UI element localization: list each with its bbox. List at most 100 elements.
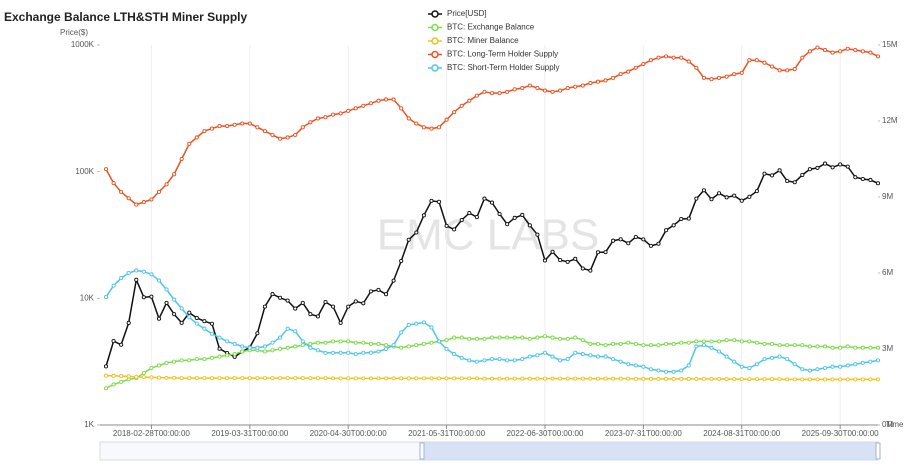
point xyxy=(777,168,782,173)
point xyxy=(732,377,737,382)
legend-item[interactable]: Price[USD] xyxy=(428,9,487,18)
point xyxy=(497,91,502,96)
data-zoom[interactable] xyxy=(99,441,881,461)
point xyxy=(315,116,320,121)
point xyxy=(103,386,109,391)
point xyxy=(868,377,873,382)
point xyxy=(134,374,139,379)
point xyxy=(421,341,426,346)
legend-item[interactable]: BTC: Exchange Balance xyxy=(428,23,535,32)
point xyxy=(467,358,472,363)
point xyxy=(807,167,812,172)
point xyxy=(542,350,548,355)
point xyxy=(346,304,351,309)
point xyxy=(270,340,275,345)
legend-item[interactable]: BTC: Long-Term Holder Supply xyxy=(428,50,558,59)
point xyxy=(830,50,835,55)
point xyxy=(565,86,570,91)
point xyxy=(512,376,517,381)
point xyxy=(308,376,313,381)
point xyxy=(792,377,797,382)
point xyxy=(278,335,283,340)
point xyxy=(459,217,464,223)
point xyxy=(754,58,759,63)
point xyxy=(800,172,805,178)
point xyxy=(225,124,230,129)
point xyxy=(762,171,767,176)
point xyxy=(467,98,472,103)
point xyxy=(111,373,116,378)
point xyxy=(262,344,267,349)
point xyxy=(293,329,298,334)
point xyxy=(709,339,714,344)
legend-item[interactable]: BTC: Miner Balance xyxy=(428,36,519,45)
point xyxy=(542,88,548,93)
point xyxy=(111,339,116,344)
point xyxy=(686,59,691,64)
point xyxy=(724,74,729,79)
point xyxy=(800,377,805,382)
point xyxy=(406,376,411,381)
point xyxy=(399,376,404,381)
point xyxy=(535,353,540,358)
point xyxy=(482,336,487,341)
zoom-handle[interactable] xyxy=(419,442,425,460)
point xyxy=(573,84,578,89)
zoom-window[interactable] xyxy=(422,442,878,460)
point xyxy=(671,376,676,381)
point xyxy=(512,215,517,220)
point xyxy=(838,345,843,350)
point xyxy=(838,377,843,382)
point xyxy=(580,338,585,343)
point xyxy=(777,354,782,359)
point xyxy=(497,211,502,217)
series xyxy=(103,373,881,382)
point xyxy=(308,312,313,317)
series xyxy=(103,45,881,207)
point xyxy=(822,48,828,53)
point xyxy=(618,72,623,77)
point xyxy=(323,376,328,381)
legend-item[interactable]: BTC: Short-Term Holder Supply xyxy=(428,63,559,72)
point xyxy=(505,89,510,94)
point xyxy=(414,343,419,348)
point xyxy=(346,108,351,113)
point xyxy=(293,344,298,349)
point xyxy=(308,120,313,125)
point xyxy=(679,216,684,222)
point xyxy=(588,353,593,358)
point xyxy=(595,354,601,359)
point xyxy=(141,295,146,300)
point xyxy=(179,320,184,325)
point xyxy=(505,222,510,227)
point xyxy=(512,335,517,340)
zoom-handle[interactable] xyxy=(875,442,881,460)
point xyxy=(391,278,396,283)
point xyxy=(164,360,169,365)
point xyxy=(391,97,396,102)
point xyxy=(611,341,616,346)
point xyxy=(391,376,396,381)
point xyxy=(149,197,154,202)
point xyxy=(179,156,184,162)
point xyxy=(762,341,767,346)
point xyxy=(558,258,563,263)
point xyxy=(694,344,699,349)
point xyxy=(588,80,593,86)
point xyxy=(429,325,434,330)
point xyxy=(641,61,646,67)
point xyxy=(694,376,699,381)
point xyxy=(346,376,351,381)
point xyxy=(421,320,426,325)
point xyxy=(709,197,714,202)
point xyxy=(701,75,706,80)
point xyxy=(489,91,495,96)
point xyxy=(194,135,199,140)
point xyxy=(860,377,865,382)
point xyxy=(361,350,366,355)
point xyxy=(732,338,737,343)
point xyxy=(414,230,419,235)
point xyxy=(633,65,638,70)
point xyxy=(482,358,487,363)
point xyxy=(278,136,283,141)
